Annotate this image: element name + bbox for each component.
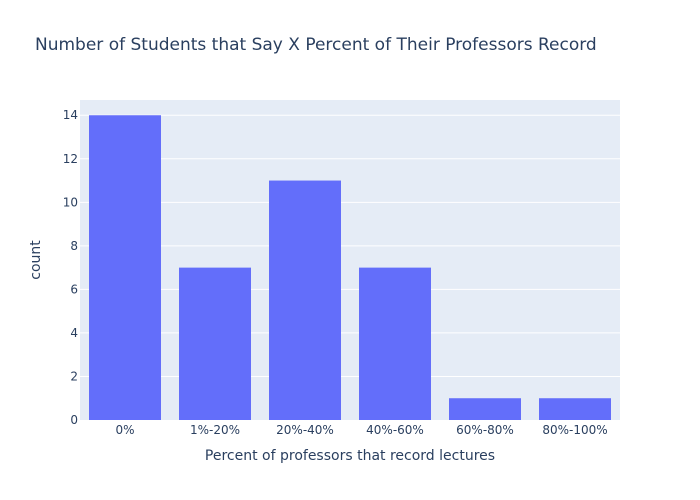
y-tick-label: 2 — [70, 369, 78, 383]
x-axis-title: Percent of professors that record lectur… — [205, 448, 495, 464]
bar-5 — [539, 398, 611, 420]
y-tick-label: 8 — [70, 239, 78, 253]
x-tick-label: 40%-60% — [366, 423, 424, 437]
y-axis-ticks: 0 2 4 6 8 10 12 14 — [63, 108, 78, 427]
y-tick-label: 0 — [70, 413, 78, 427]
x-tick-label: 0% — [115, 423, 134, 437]
x-tick-label: 80%-100% — [542, 423, 607, 437]
gridlines — [80, 114, 620, 377]
bar-2 — [269, 180, 341, 420]
chart-title: Number of Students that Say X Percent of… — [35, 35, 597, 55]
x-tick-label: 20%-40% — [276, 423, 334, 437]
y-tick-label: 14 — [63, 108, 78, 122]
bar-0 — [89, 115, 161, 420]
bar-1 — [179, 267, 251, 420]
y-tick-label: 4 — [70, 326, 78, 340]
y-tick-label: 6 — [70, 282, 78, 296]
bar-4 — [449, 398, 521, 420]
x-tick-label: 60%-80% — [456, 423, 514, 437]
bar-3 — [359, 267, 431, 420]
y-tick-label: 10 — [63, 195, 78, 209]
x-tick-label: 1%-20% — [190, 423, 240, 437]
y-tick-label: 12 — [63, 152, 78, 166]
x-axis-ticks: 0% 1%-20% 20%-40% 40%-60% 60%-80% 80%-100% — [115, 423, 607, 437]
plot-area — [80, 100, 620, 420]
bars — [89, 115, 611, 420]
y-axis-title: count — [28, 240, 44, 280]
